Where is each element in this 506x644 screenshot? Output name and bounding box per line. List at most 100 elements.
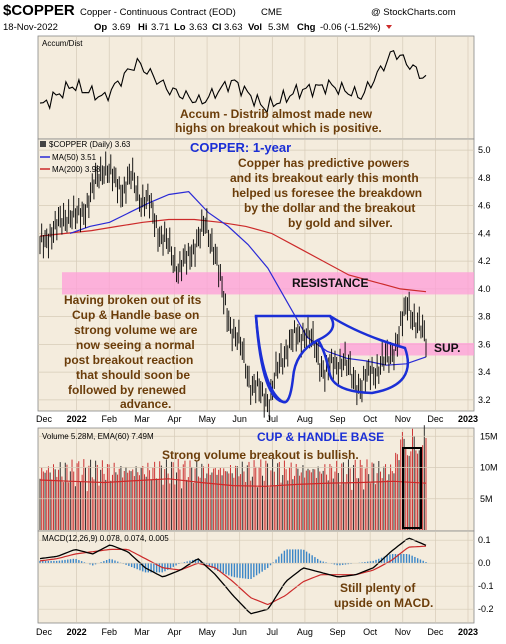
volume-note: Strong volume breakout is bullish. — [162, 448, 359, 462]
price-panel-title: COPPER: 1-year — [190, 140, 291, 155]
change-label: Chg — [297, 22, 316, 33]
macd-panel — [37, 530, 475, 624]
note-cup-2: Cup & Handle base on — [72, 308, 199, 322]
accum-dist-legend: Accum/Dist — [42, 39, 83, 48]
ma200-legend: MA(200) 3.98 — [52, 165, 101, 174]
time-axis-label: Sep — [330, 627, 346, 637]
volume-legend: Volume 5.28M, EMA(60) 7.49M — [42, 432, 154, 441]
resistance-label: RESISTANCE — [292, 276, 368, 290]
accum-dist-note-line1: Accum - Distrib almost made new — [180, 107, 373, 121]
price-tick-label: 5.0 — [478, 145, 491, 155]
exchange: CME — [261, 7, 282, 18]
open-value: 3.69 — [112, 22, 131, 33]
time-axis-label: Aug — [297, 627, 313, 637]
price-tick-label: 3.8 — [478, 312, 491, 322]
time-axis-bottom: Dec 2022 Feb Mar Apr May Jun Jul Aug Sep Oct Nov Dec… — [36, 627, 478, 637]
time-axis-label: Feb — [101, 627, 117, 637]
time-axis-label: Dec — [427, 627, 444, 637]
time-axis-label: Oct — [363, 414, 378, 424]
down-arrow-icon — [386, 25, 392, 29]
note-copper-2: and its breakout early this month — [230, 171, 419, 185]
close-label: Cl — [212, 22, 222, 33]
change-value: -0.06 (-1.52%) — [320, 22, 381, 33]
close-value: 3.63 — [224, 22, 243, 33]
macd-signal-line — [39, 545, 427, 606]
source-credit: @ StockCharts.com — [371, 7, 456, 18]
cup-handle-title: CUP & HANDLE BASE — [257, 430, 384, 444]
time-axis-label: Sep — [330, 414, 346, 424]
volume-tick-label: 15M — [480, 431, 498, 441]
quote-date: 18-Nov-2022 — [3, 22, 58, 33]
price-tick-label: 4.0 — [478, 284, 491, 294]
macd-legend: MACD(12,26,9) 0.078, 0.074, 0.005 — [42, 534, 169, 543]
time-axis-label: 2023 — [458, 627, 478, 637]
macd-tick-label: 0.0 — [478, 558, 491, 568]
resistance-band — [62, 272, 474, 295]
time-axis-label: Jun — [232, 627, 247, 637]
note-copper-4: by the dollar and the breakout — [244, 201, 415, 215]
time-axis-label: May — [199, 627, 217, 637]
time-axis-label: Aug — [297, 414, 313, 424]
volume-y-axis: 5M 10M 15M — [38, 431, 498, 504]
volume-ema-line — [39, 478, 427, 487]
time-axis-label: Jul — [267, 627, 279, 637]
note-copper-1: Copper has predictive powers — [238, 156, 410, 170]
open-label: Op — [94, 22, 107, 33]
time-axis-label: Feb — [101, 414, 117, 424]
symbol: $COPPER — [3, 2, 75, 19]
volume-tick-label: 5M — [480, 494, 493, 504]
time-axis-label: 2023 — [458, 414, 478, 424]
macd-tick-label: -0.1 — [478, 581, 494, 591]
time-axis-label: Mar — [134, 414, 150, 424]
time-axis-label: Apr — [167, 414, 181, 424]
price-tick-label: 3.4 — [478, 367, 491, 377]
note-cup-8: advance. — [120, 397, 171, 411]
price-legend: $COPPER (Daily) 3.63 — [49, 140, 131, 149]
volume-label: Vol — [248, 22, 262, 33]
macd-note-line2: upside on MACD. — [334, 596, 433, 610]
time-axis-label: 2022 — [67, 627, 87, 637]
macd-grid — [76, 532, 469, 622]
macd-tick-label: -0.2 — [478, 604, 494, 614]
note-cup-5: post breakout reaction — [64, 353, 193, 367]
support-band — [340, 343, 474, 356]
accum-dist-panel — [37, 35, 475, 140]
time-axis-label: Dec — [36, 627, 53, 637]
price-tick-label: 3.6 — [478, 339, 491, 349]
time-axis-top: Dec 2022 Feb Mar Apr May Jun Jul Aug Sep Oct Nov Dec… — [36, 414, 478, 424]
macd-tick-label: 0.1 — [478, 535, 491, 545]
time-axis-label: Jul — [267, 414, 279, 424]
note-cup-7: followed by renewed — [68, 383, 186, 397]
accum-dist-note-line2: highs on breakout which is positive. — [175, 121, 382, 135]
price-tick-label: 4.8 — [478, 173, 491, 183]
cup-handle-outline — [316, 314, 410, 395]
support-label: SUP. — [434, 341, 460, 355]
price-tick-label: 4.2 — [478, 256, 491, 266]
macd-note-line1: Still plenty of — [340, 581, 416, 595]
volume-tick-label: 10M — [480, 463, 498, 473]
time-axis-label: Apr — [167, 627, 181, 637]
cup-left-outline — [254, 314, 335, 404]
volume-breakout-box — [402, 447, 422, 529]
note-copper-5: by gold and silver. — [288, 216, 393, 230]
note-copper-3: helped us foresee the breakdown — [232, 186, 422, 200]
ma50-line — [69, 191, 427, 366]
ma50-legend: MA(50) 3.51 — [52, 153, 97, 162]
macd-line — [39, 537, 427, 615]
ma200-line — [39, 218, 427, 293]
price-tick-label: 4.4 — [478, 228, 491, 238]
note-cup-3: strong volume we are — [74, 323, 198, 337]
time-axis-label: Nov — [395, 627, 412, 637]
time-axis-label: Jun — [232, 414, 247, 424]
high-value: 3.71 — [151, 22, 170, 33]
description: Copper - Continuous Contract (EOD) — [80, 7, 236, 18]
accum-dist-line — [39, 49, 427, 114]
macd-y-axis: 0.1 0.0 -0.1 -0.2 — [38, 535, 494, 614]
note-cup-4: now seeing a normal — [76, 338, 195, 352]
price-legend-swatch — [40, 141, 46, 147]
note-cup-6: that should soon be — [76, 368, 190, 382]
price-tick-label: 3.2 — [478, 395, 491, 405]
time-axis-label: May — [199, 414, 217, 424]
volume-value: 5.3M — [268, 22, 289, 33]
time-axis-label: Mar — [134, 627, 150, 637]
